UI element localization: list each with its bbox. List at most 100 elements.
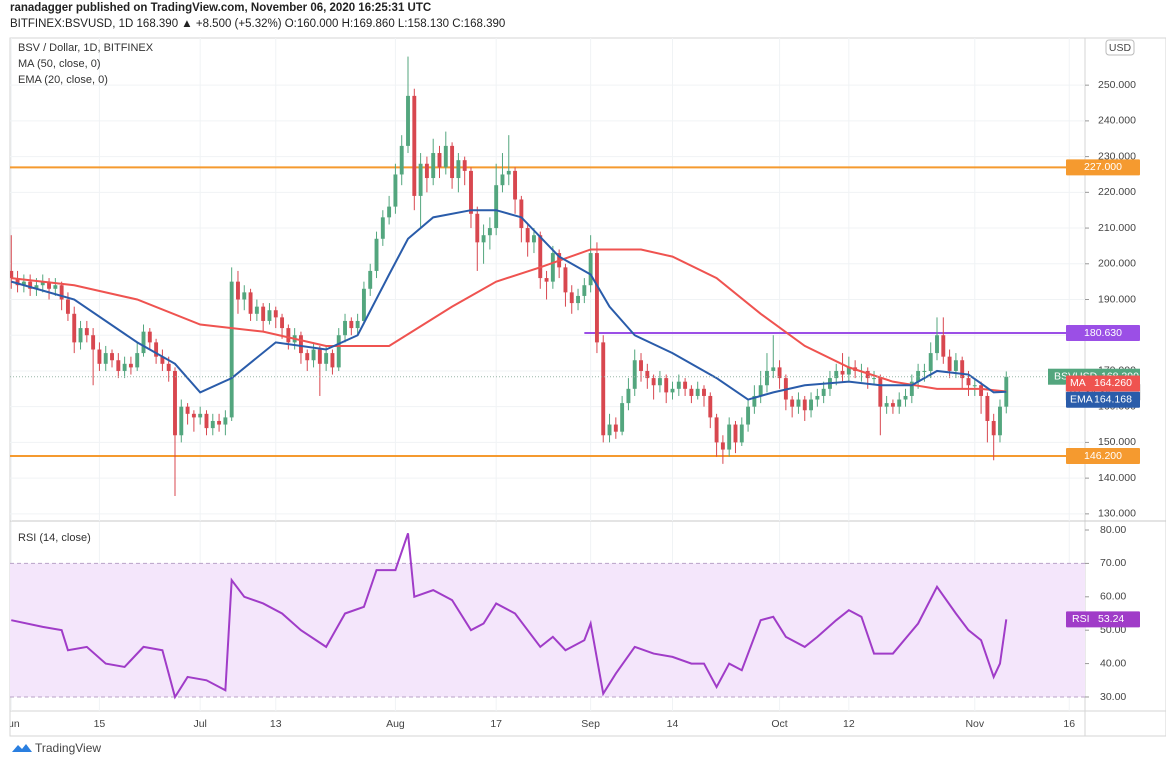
x-tick-label: Nov [965,718,984,730]
y-tick-label: 200.000 [1098,258,1136,270]
candle-body [91,335,96,350]
candle-body [393,174,398,207]
candle-body [695,388,700,396]
candle-body [72,313,77,343]
candle-body [576,295,580,304]
candle-body [336,335,341,368]
candle-body [928,353,933,371]
candle-body [191,413,196,418]
badge-text: 146.200 [1084,450,1122,462]
author-line: ranadagger published on TradingView.com,… [10,2,431,14]
candle-body [802,399,807,411]
candle-body [563,267,568,293]
candle-body [897,399,902,407]
y-tick-label: 150.000 [1098,436,1136,448]
candle-body [777,367,782,379]
candle-body [110,353,114,361]
symbol-line: BITFINEX:BSVUSD, 1D 168.390 ▲ +8.500 (+5… [10,18,505,30]
badge-text: 53.24 [1098,613,1124,625]
candle-body [65,299,70,314]
candle-body [160,356,165,364]
candle-body [998,406,1002,436]
x-tick-label: 15 [94,718,106,730]
candle-body [765,370,769,386]
y-tick-label: 60.00 [1100,591,1126,603]
candle-body [456,160,461,179]
candle-body [128,363,133,368]
candle-body [639,360,643,371]
badge-text: 180.630 [1084,327,1122,339]
candle-body [538,235,543,279]
candle-body [966,378,971,386]
candle-body [166,363,171,371]
indicator-line [10,209,1007,401]
x-tick-label: Oct [771,718,787,730]
candle-body [173,370,177,436]
candle-body [103,353,108,364]
candle-body [909,381,914,396]
candle-body [343,320,347,336]
candle-body [487,228,492,236]
price-badge [1066,375,1140,392]
candle-body [771,367,776,371]
candle-body [846,367,851,375]
y-tick-label: 130.000 [1098,508,1136,520]
candle-body [481,235,486,243]
candle-body [720,442,725,450]
candle-body [15,278,20,286]
candle-body [840,370,845,375]
candle-body [97,349,102,364]
candle-body [28,281,33,289]
candle-body [418,163,423,196]
candle-body [122,363,127,371]
candle-body [739,424,744,443]
badge-text: MA [1070,377,1086,389]
candle-body [406,95,410,146]
indicator-line [11,248,1007,393]
x-tick-label: Jul [193,718,206,730]
candle-body [727,424,732,450]
rsi-line [11,533,1008,700]
y-tick-label: 240.000 [1098,115,1136,127]
candle-body [689,388,694,396]
candle-body [626,388,631,404]
y-tick-label: 80.00 [1100,524,1126,536]
candle-body [450,145,455,179]
candle-body [947,356,952,371]
candle-body [991,420,996,436]
candle-body [588,253,593,286]
y-tick-label: 140.000 [1098,472,1136,484]
candle-body [916,370,921,382]
y-tick-label: 40.00 [1100,657,1126,669]
candle-body [664,378,669,393]
x-tick-label: 17 [490,718,502,730]
candle-body [229,281,234,418]
candle-body [979,385,984,396]
candle-body [462,160,467,171]
candle-body [298,335,303,354]
candle-body [809,399,814,411]
currency-badge[interactable] [1105,39,1135,56]
candle-body [903,395,908,400]
rsi-band [10,563,1085,697]
candle-body [475,213,480,243]
candle-body [922,370,927,372]
candle-body [506,170,511,175]
candle-body [569,292,574,304]
candle-body [330,353,335,368]
candle-body [513,170,518,200]
candle-body [179,406,184,436]
candle-body [254,306,259,314]
y-tick-label: 30.00 [1100,691,1126,703]
candle-body [135,353,140,368]
badge-text: EMA [1070,394,1093,406]
candle-body [147,331,152,343]
candle-body [424,163,429,179]
candle-body [53,285,58,289]
candle-body [935,335,939,354]
x-tick-label: 16 [1063,718,1075,730]
candle-body [210,420,215,429]
chart-frame [9,37,1166,737]
candle-body [676,381,681,389]
